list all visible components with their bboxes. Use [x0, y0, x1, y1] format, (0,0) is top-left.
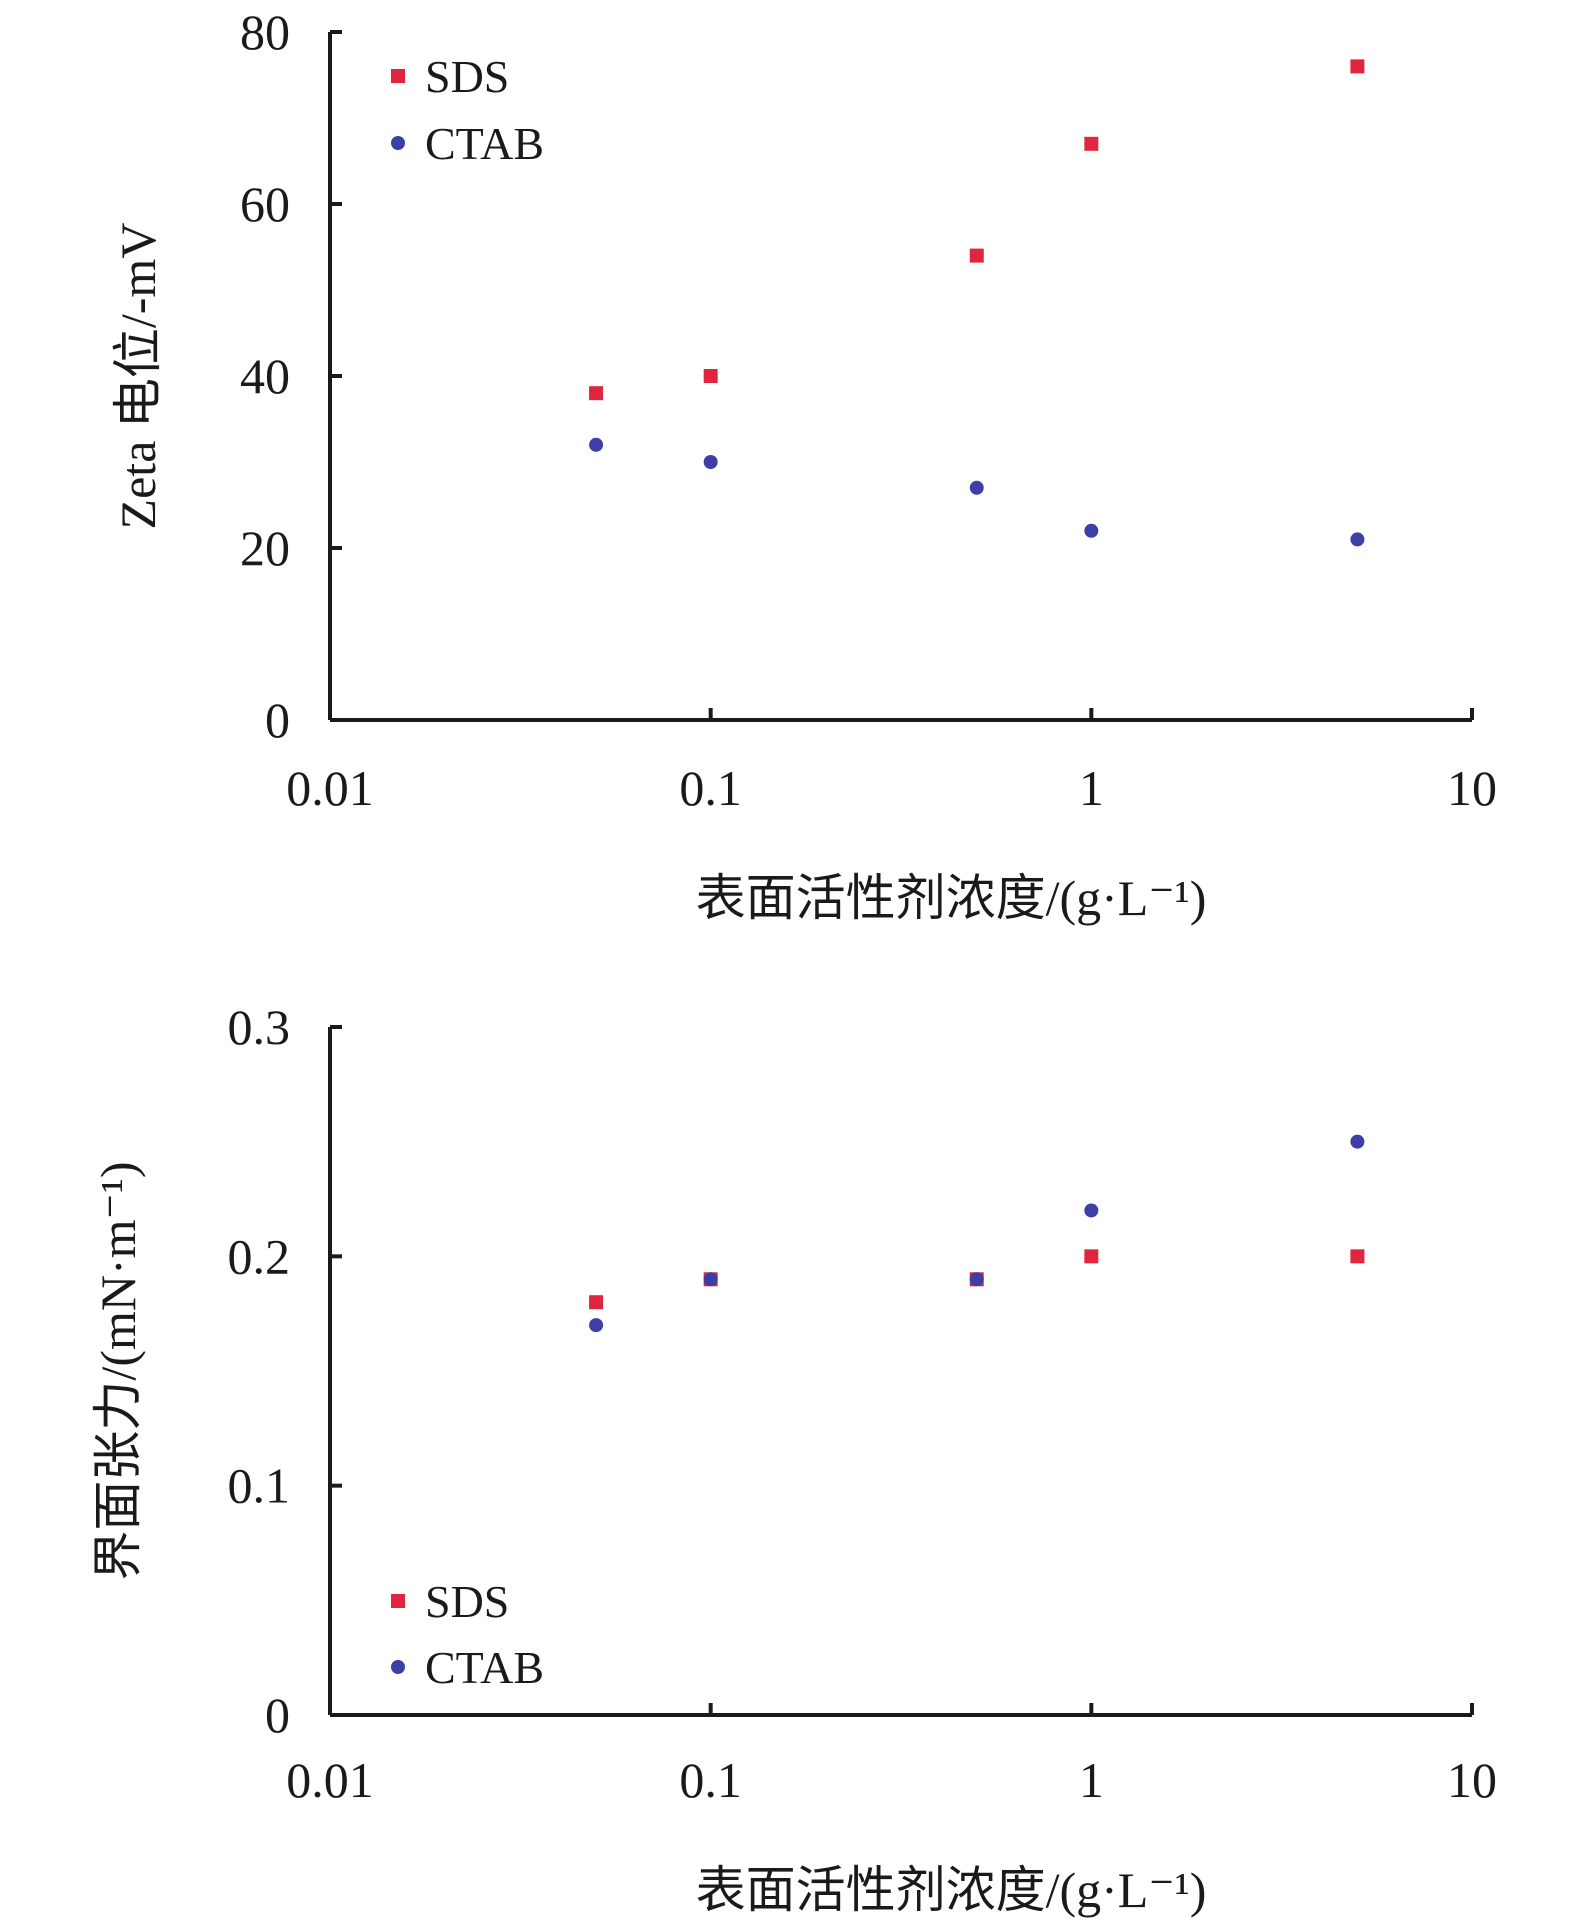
legend-label-ctab: CTAB: [425, 118, 544, 169]
y-tick-label: 0.1: [228, 1458, 291, 1514]
ctab-point: [703, 1272, 718, 1287]
legend-label-ctab: CTAB: [425, 1642, 544, 1693]
sds-point: [969, 248, 984, 263]
zeta-potential-chart: 0.01 0.1 1 10 0 20 40 60 80 表面活性剂浓度/(g·L⁻¹) Zeta 电…: [110, 4, 1497, 926]
legend-label-sds: SDS: [425, 51, 509, 102]
y-tick-label: 60: [240, 176, 290, 232]
sds-point: [1084, 136, 1099, 151]
x-tick-label: 0.01: [286, 760, 374, 816]
x-axis-title: 表面活性剂浓度/(g·L⁻¹): [696, 870, 1207, 926]
ctab-point: [969, 1272, 984, 1287]
y-tick-label: 0.2: [228, 1228, 291, 1284]
sds-point: [1084, 1249, 1099, 1264]
x-tick-label: 10: [1447, 760, 1497, 816]
y-tick-label: 0: [265, 1687, 290, 1743]
x-tick-label: 0.1: [679, 1752, 742, 1808]
ctab-point: [589, 437, 604, 452]
y-axis-title: 界面张力/(mN·m⁻¹): [90, 1161, 146, 1580]
x-tick-label: 10: [1447, 1752, 1497, 1808]
y-tick-label: 80: [240, 4, 290, 60]
ctab-point: [703, 455, 718, 469]
sds-point: [1350, 59, 1365, 74]
sds-point: [703, 369, 718, 383]
ctab-point: [1084, 523, 1099, 538]
y-tick-label: 0: [265, 692, 290, 748]
legend-marker-ctab: [391, 1660, 405, 1674]
legend-marker-sds: [391, 1594, 405, 1608]
legend-marker-ctab: [391, 136, 405, 150]
x-tick-label: 0.01: [286, 1752, 374, 1808]
sds-point: [1350, 1249, 1365, 1264]
sds-point: [589, 386, 604, 401]
y-tick-label: 40: [240, 348, 290, 404]
sds-point: [589, 1295, 604, 1310]
ctab-point: [589, 1318, 604, 1333]
x-tick-label: 0.1: [679, 760, 742, 816]
interfacial-tension-chart: 0.01 0.1 1 10 0 0.1 0.2 0.3 表面活性剂浓度/(g·L⁻¹) 界面张力/…: [90, 999, 1497, 1918]
ctab-point: [1084, 1203, 1099, 1218]
ctab-point: [1350, 532, 1365, 547]
legend-marker-sds: [391, 69, 405, 83]
y-tick-label: 0.3: [228, 999, 291, 1055]
legend-label-sds: SDS: [425, 1576, 509, 1627]
y-tick-label: 20: [240, 520, 290, 576]
y-axis-title: Zeta 电位/-mV: [110, 223, 166, 530]
ctab-point: [1350, 1134, 1365, 1149]
ctab-point: [969, 480, 984, 495]
x-axis-title: 表面活性剂浓度/(g·L⁻¹): [696, 1862, 1207, 1918]
x-tick-label: 1: [1079, 760, 1104, 816]
x-tick-label: 1: [1079, 1752, 1104, 1808]
